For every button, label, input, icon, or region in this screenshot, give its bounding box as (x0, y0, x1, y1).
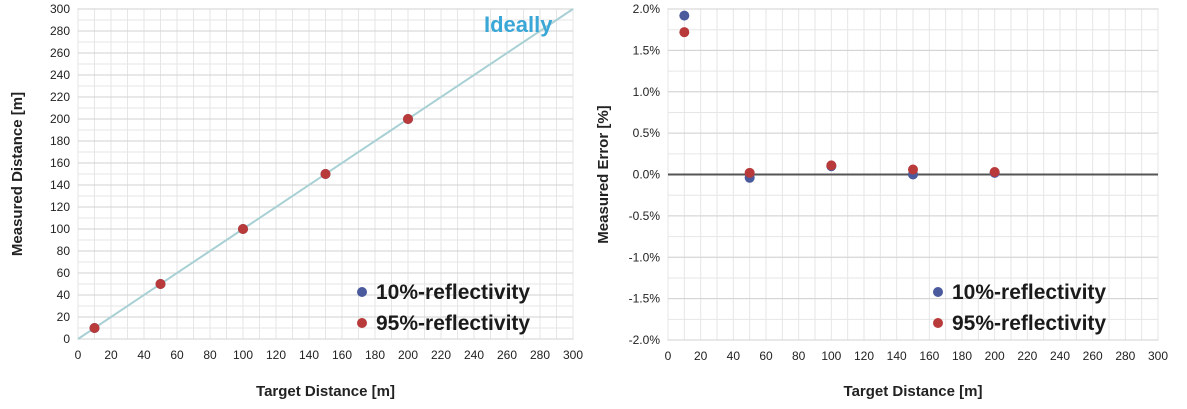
data-point (989, 167, 1000, 178)
data-point (320, 169, 331, 179)
y-tick-label: 100 (50, 222, 70, 236)
y-tick-label: 0.0% (633, 168, 661, 182)
x-tick-label: 100 (233, 348, 253, 362)
legend-marker (357, 318, 367, 328)
y-axis-title: Measured Distance [m] (9, 92, 26, 256)
y-tick-label: 0 (63, 332, 70, 346)
data-point (744, 167, 755, 178)
y-tick-label: -2.0% (629, 333, 661, 347)
y-tick-label: -1.5% (629, 292, 661, 306)
x-tick-label: 260 (497, 348, 517, 362)
x-tick-label: 160 (332, 348, 352, 362)
x-tick-label: 260 (1083, 349, 1103, 363)
y-tick-label: 200 (50, 112, 70, 126)
y-axis-title: Measured Error [%] (595, 105, 612, 243)
y-tick-label: 1.0% (633, 85, 661, 99)
x-tick-label: 20 (694, 349, 708, 363)
x-tick-label: 180 (365, 348, 385, 362)
y-tick-label: 40 (57, 288, 71, 302)
x-tick-label: 80 (203, 348, 217, 362)
legend-label: 10%-reflectivity (376, 281, 530, 304)
y-tick-label: 160 (50, 156, 70, 170)
x-tick-label: 240 (1050, 349, 1070, 363)
y-tick-label: 1.5% (633, 43, 661, 57)
data-point (403, 114, 413, 124)
data-point (908, 164, 918, 175)
x-tick-label: 120 (266, 348, 286, 362)
x-tick-label: 100 (821, 349, 841, 363)
y-tick-label: 180 (50, 134, 70, 148)
x-tick-label: 180 (952, 349, 972, 363)
x-tick-label: 0 (665, 349, 672, 363)
x-tick-label: 40 (137, 348, 151, 362)
x-tick-label: 60 (759, 349, 773, 363)
y-tick-label: 140 (50, 178, 70, 192)
series-ninety-five-percent (89, 114, 413, 333)
chart-2: 0 20 40 60 80 100 120 140 160 180 200 220 240 260 280 3… (595, 2, 1168, 400)
x-tick-label: 120 (854, 349, 874, 363)
x-tick-label: 240 (464, 348, 484, 362)
x-tick-label: 280 (1115, 349, 1135, 363)
x-tick-label: 80 (792, 349, 806, 363)
x-tick-label: 160 (919, 349, 939, 363)
legend-label: 95%-reflectivity (952, 312, 1106, 335)
x-tick-label: 40 (727, 349, 741, 363)
y-tick-label: 240 (50, 68, 70, 82)
x-tick-label: 0 (75, 348, 82, 362)
y-tick-label: 120 (50, 200, 70, 214)
x-tick-label: 220 (431, 348, 451, 362)
y-tick-label: -0.5% (629, 209, 661, 223)
x-tick-label: 220 (1017, 349, 1037, 363)
y-tick-label: 220 (50, 90, 70, 104)
series-ninety-five-percent (679, 27, 1000, 178)
data-point (155, 279, 166, 289)
x-tick-label: 140 (887, 349, 907, 363)
x-tick-label: 300 (1148, 349, 1168, 363)
x-tick-label: 60 (170, 348, 184, 362)
y-tick-label: 60 (57, 266, 71, 280)
data-point (89, 323, 100, 333)
legend-label: 10%-reflectivity (952, 281, 1106, 304)
y-tick-label: 0.5% (633, 126, 661, 140)
y-tick-label: 280 (50, 24, 70, 38)
x-tick-label: 280 (530, 348, 550, 362)
x-axis-title: Target Distance [m] (844, 383, 983, 400)
data-point (826, 160, 837, 171)
legend-label: 95%-reflectivity (376, 312, 530, 335)
ideal-annotation: Ideally (484, 12, 553, 37)
x-tick-label: 200 (985, 349, 1005, 363)
y-tick-label: 2.0% (633, 2, 661, 16)
legend-marker (933, 318, 943, 328)
y-tick-label: 80 (57, 244, 71, 258)
legend-marker (357, 287, 367, 297)
y-tick-label: -1.0% (629, 250, 661, 264)
x-tick-label: 200 (398, 348, 418, 362)
x-tick-label: 140 (299, 348, 319, 362)
x-tick-label: 300 (563, 348, 583, 362)
data-point (679, 27, 690, 38)
data-point (238, 224, 248, 234)
x-axis-title: Target Distance [m] (256, 383, 395, 400)
x-tick-label: 20 (104, 348, 118, 362)
y-tick-label: 260 (50, 46, 70, 60)
y-tick-label: 300 (50, 2, 70, 16)
data-point (679, 10, 690, 21)
y-tick-label: 20 (57, 310, 71, 324)
legend-marker (933, 287, 943, 297)
